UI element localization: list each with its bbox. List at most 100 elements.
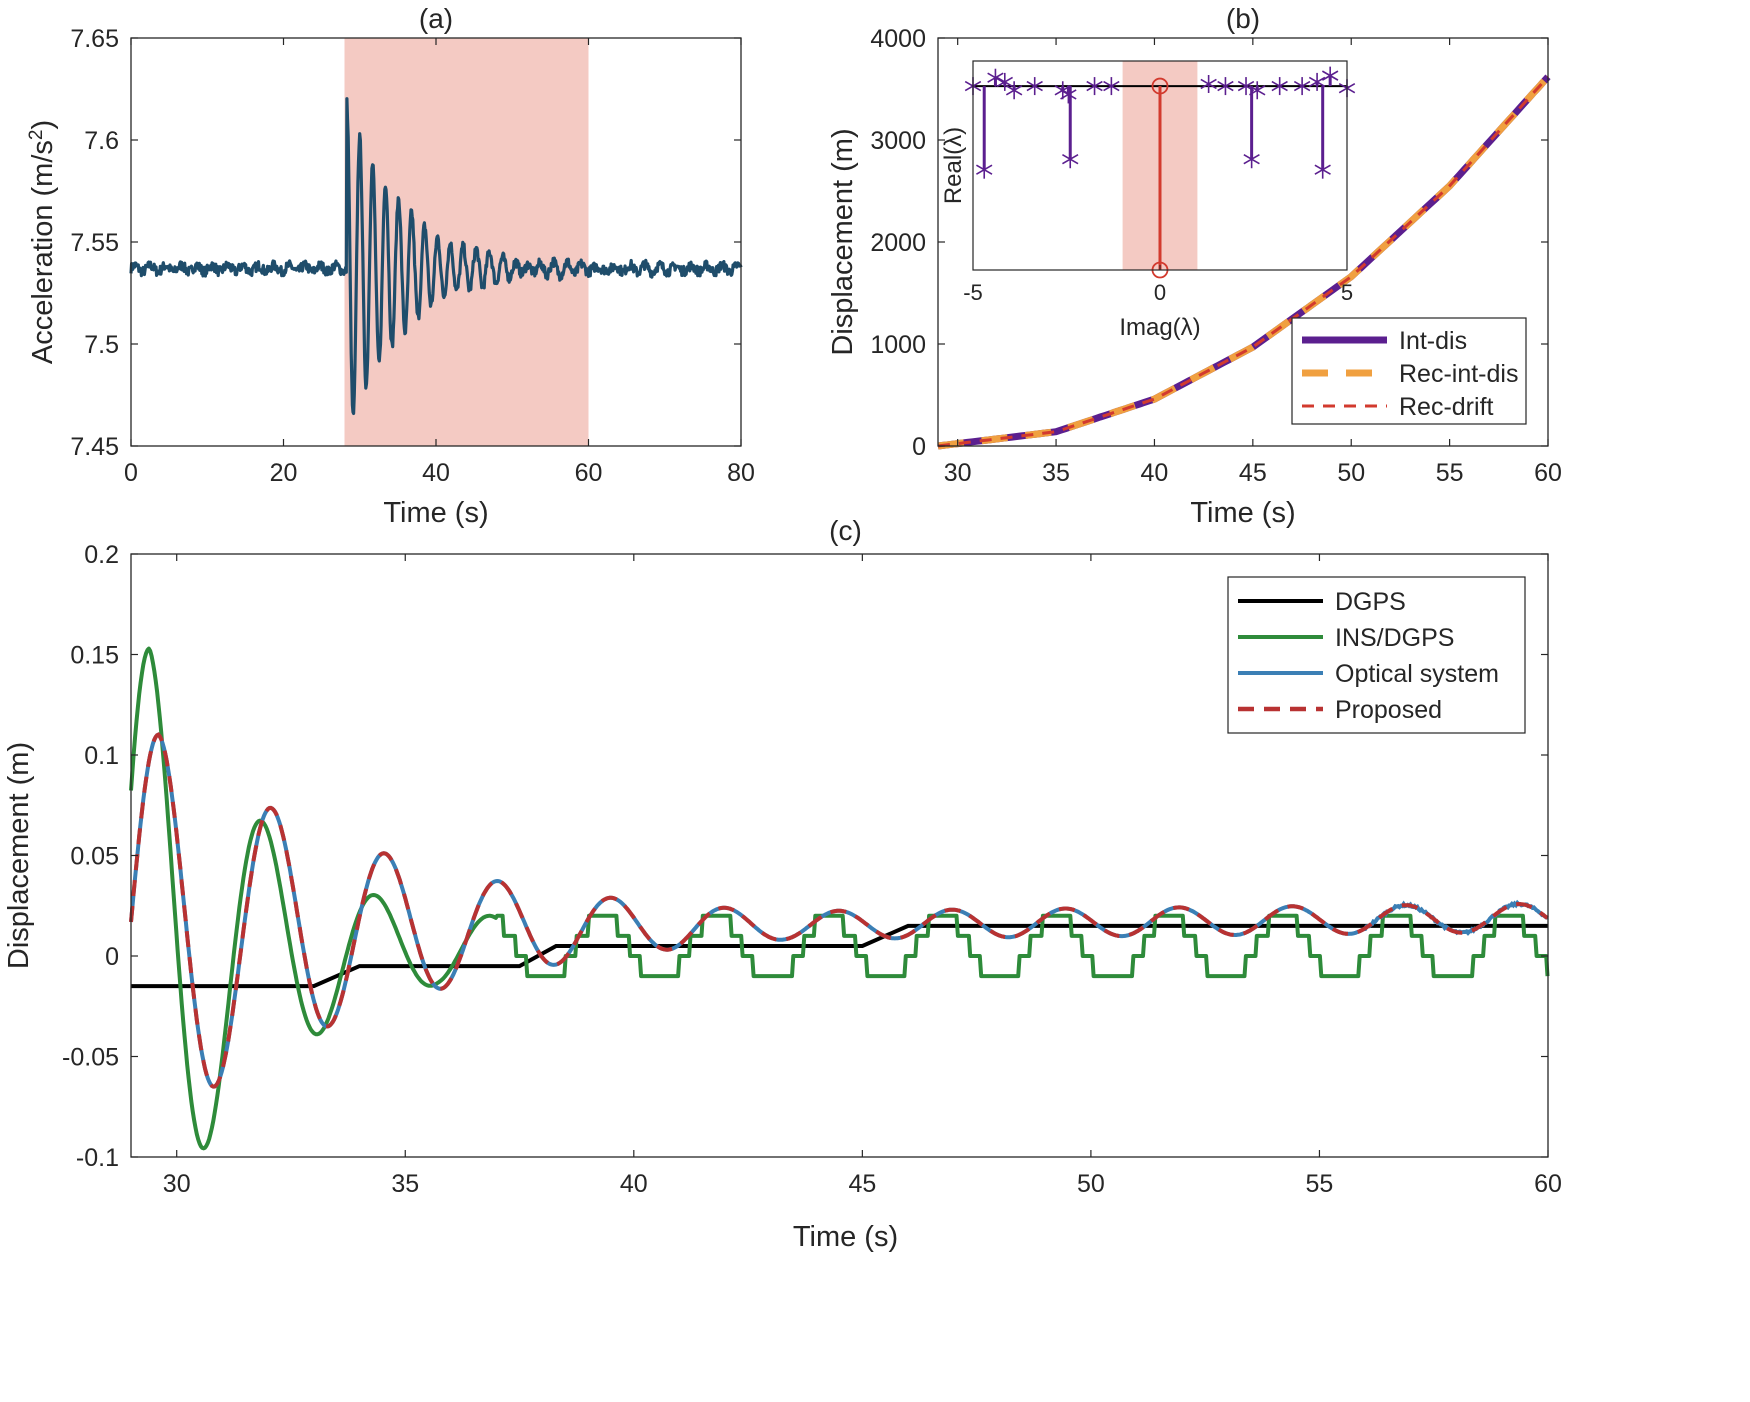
panel-b-ylabel: Displacement (m) [827,128,859,355]
inset-xtick-label: 5 [1341,280,1353,305]
panel-c-ytick-label: 0.15 [70,642,119,670]
inset-xtick-label: 0 [1154,280,1166,305]
panel-a-xtick-label: 40 [422,459,450,487]
panel-c-ytick-label: -0.1 [76,1144,119,1172]
panel-b-series-rec-drift [937,75,1550,448]
panel-c-ylabel: Displacement (m) [3,742,35,969]
panel-b-plot-area [937,74,1551,450]
panel-a-xtick-label: 60 [575,459,603,487]
inset-star-stroke [1005,85,1023,96]
legend-label-rec-drift: Rec-drift [1399,393,1494,421]
panel-a-title: (a) [419,3,453,34]
legend-label-rec-int-dis: Rec-int-dis [1399,360,1518,388]
legend-label-proposed: Proposed [1335,696,1442,724]
panel-c-xtick-label: 35 [391,1170,419,1198]
panel-c-ytick-label: -0.05 [62,1044,119,1072]
inset-stem-marker [1321,66,1339,85]
inset-stem-marker [1060,85,1077,104]
panel-a-ytick-label: 7.5 [84,331,119,359]
panel-b-ytick-label: 0 [912,433,926,461]
panel-c-xlabel: Time (s) [793,1221,898,1253]
series-proposed-line [129,732,1549,1089]
legend-label-ins-dgps: INS/DGPS [1335,624,1454,652]
panel-c-xtick-label: 30 [163,1170,191,1198]
panel-c-ytick-label: 0.05 [70,843,119,871]
inset-stem-marker [1103,77,1120,96]
panel-a-ylabel: Acceleration (m/s2) [26,120,60,364]
panel-c-chart: 30 35 40 45 50 55 60 -0.1 -0.05 0 0.05 0.1 0.15 0.2 (… [3,515,1562,1253]
panel-a-xtick-label: 80 [727,459,755,487]
inset-star-stroke [1103,80,1120,92]
inset-star-stroke [1217,80,1234,92]
panel-b-xtick-label: 35 [1042,459,1070,487]
inset-star-stroke [1086,80,1103,92]
panel-c-xtick-label: 60 [1534,1170,1562,1198]
panel-c-ytick-label: 0 [105,943,119,971]
panel-b-xtick-label: 45 [1239,459,1267,487]
inset-stem-marker [1308,72,1326,91]
inset-xlabel: Imag(λ) [1119,314,1200,341]
panel-c-ytick-label: 0.2 [84,541,119,569]
panel-b-legend: Int-dis Rec-int-dis Rec-drift [1291,317,1527,425]
legend-label-int-dis: Int-dis [1399,327,1467,355]
panel-c-xtick-label: 45 [848,1170,876,1198]
inset-star-stroke [976,164,993,175]
inset-star-stroke [1243,154,1260,165]
inset-stem-marker [1005,81,1023,100]
inset-stem-marker [1062,150,1079,169]
panel-b-ytick-label: 3000 [870,127,926,155]
panel-a-xtick-label: 0 [124,459,138,487]
inset-star-stroke [1271,80,1288,92]
legend-label-dgps: DGPS [1335,588,1406,616]
panel-b-ytick-label: 2000 [870,229,926,257]
panel-b-xlabel: Time (s) [1190,497,1295,529]
inset-stem-marker [1293,77,1311,96]
panel-a-chart: 0 20 40 60 80 7.45 7.5 7.55 7.6 7.65 (a) Time (s)… [26,3,755,529]
panel-b-ytick-label: 4000 [870,25,926,53]
panel-b-ytick-label: 1000 [870,331,926,359]
panel-c-ticks: 30 35 40 45 50 55 60 -0.1 -0.05 0 0.05 0.1 0.15 0.2 [62,541,1562,1198]
inset-star-stroke [1237,80,1255,92]
panel-c-xtick-label: 50 [1077,1170,1105,1198]
inset-red-marker-top [1151,77,1169,95]
inset-star-stroke [1026,80,1043,92]
inset-stem-marker [996,72,1013,91]
panel-b-title: (b) [1226,3,1260,34]
panel-b-inset-chart: -5 0 5 Imag(λ) Real(λ) [940,60,1356,341]
panel-b-xtick-label: 60 [1534,459,1562,487]
panel-a-shaded-region [344,38,589,446]
panel-a-xtick-label: 20 [270,459,298,487]
inset-ticks: -5 0 5 [963,265,1353,305]
series-dgps-line [131,923,1548,989]
panel-a-ylabel-main: Acceleration (m/s [27,140,59,364]
inset-star-stroke [1200,78,1217,90]
inset-xtick-label: -5 [963,280,983,305]
panel-a-ticks: 0 20 40 60 80 7.45 7.5 7.55 7.6 7.65 [70,25,755,487]
inset-stem-marker [976,160,993,179]
panel-a-plot-area [129,97,743,415]
panel-c-xtick-label: 40 [620,1170,648,1198]
inset-stem-marker [1217,77,1234,96]
inset-star-stroke [1321,70,1339,81]
inset-stem-marker [1086,77,1103,96]
panel-a-ytick-label: 7.65 [70,25,119,53]
inset-star-stroke [1062,154,1079,165]
panel-b-xtick-label: 30 [944,459,972,487]
inset-stem-marker [1271,77,1288,96]
panel-a-ylabel-superscript: 2 [26,130,47,141]
inset-star-stroke [987,72,1004,83]
series-ins-dgps-line [129,646,1550,1151]
acceleration-series-line [129,97,743,415]
inset-star-stroke [1308,76,1326,88]
panel-c-plot-area [129,646,1550,1151]
panel-a-ylabel-tail: ) [27,120,59,130]
inset-ylabel: Real(λ) [940,127,967,204]
inset-star-stroke [1060,89,1077,100]
inset-star-stroke [1314,164,1331,175]
panel-a-ytick-label: 7.6 [84,127,119,155]
panel-b-xtick-label: 55 [1436,459,1464,487]
panel-c-title: (c) [829,515,862,546]
legend-label-optical-system: Optical system [1335,660,1499,688]
